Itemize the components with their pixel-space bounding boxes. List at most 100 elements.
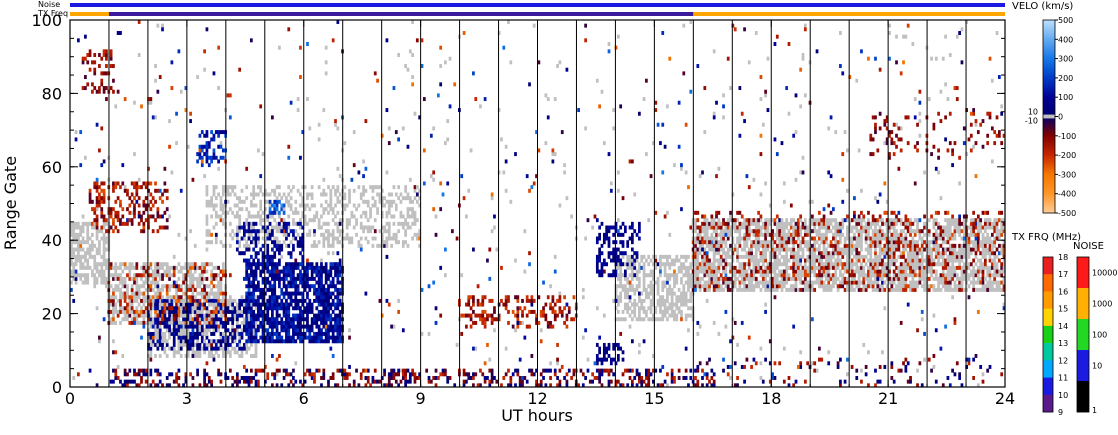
scatter-cell <box>245 317 249 322</box>
scatter-cell <box>885 247 889 252</box>
scatter-cell <box>322 210 326 215</box>
scatter-cell <box>252 225 256 230</box>
scatter-cell <box>371 188 375 193</box>
scatter-cell <box>105 280 108 285</box>
scatter-cell <box>140 306 143 311</box>
scatter-cell <box>156 273 160 278</box>
scatter-cell <box>810 221 814 226</box>
scatter-cell <box>696 254 700 259</box>
scatter-cell <box>303 207 307 212</box>
scatter-cell <box>881 247 884 252</box>
scatter-cell <box>874 218 877 223</box>
scatter-cell <box>329 265 333 270</box>
scatter-cell <box>895 218 898 223</box>
scatter-cell <box>214 284 218 289</box>
scatter-cell <box>913 232 917 237</box>
scatter-cell <box>803 23 807 28</box>
scatter-cell <box>411 236 415 241</box>
scatter-cell <box>684 273 688 278</box>
scatter-cell <box>308 265 312 270</box>
scatter-cell <box>320 214 323 219</box>
scatter-cell <box>273 218 277 223</box>
scatter-cell <box>327 269 330 274</box>
scatter-cell <box>862 276 866 281</box>
scatter-cell <box>892 229 896 234</box>
scatter-cell <box>722 280 725 285</box>
scatter-cell <box>186 265 190 270</box>
scatter-cell <box>698 265 702 270</box>
scatter-cell <box>317 284 321 289</box>
scatter-cell <box>710 225 714 230</box>
scatter-cell <box>841 280 845 285</box>
scatter-cell <box>245 243 249 248</box>
scatter-cell <box>303 221 307 226</box>
scatter-cell <box>406 207 410 212</box>
scatter-cell <box>334 335 337 340</box>
scatter-cell <box>895 247 898 252</box>
scatter-cell <box>675 280 679 285</box>
scatter-cell <box>743 276 746 281</box>
scatter-cell <box>680 280 683 285</box>
scatter-cell <box>165 324 169 329</box>
scatter-cell <box>247 298 251 303</box>
scatter-cell <box>210 331 213 336</box>
scatter-cell <box>130 262 134 267</box>
scatter-cell <box>86 273 90 278</box>
scatter-cell <box>383 203 386 208</box>
scatter-cell <box>273 188 277 193</box>
scatter-cell <box>822 254 826 259</box>
scatter-cell <box>158 295 162 300</box>
scatter-cell <box>623 287 627 292</box>
scatter-cell <box>747 262 751 267</box>
scatter-cell <box>254 313 258 318</box>
scatter-cell <box>626 265 630 270</box>
scatter-cell <box>986 218 990 223</box>
scatter-cell <box>874 221 877 226</box>
scatter-cell <box>661 298 665 303</box>
scatter-cell <box>771 218 774 223</box>
scatter-cell <box>235 342 239 347</box>
scatter-cell <box>128 262 132 267</box>
scatter-cell <box>299 309 302 314</box>
scatter-cell <box>888 31 891 35</box>
scatter-cell <box>193 302 197 307</box>
scatter-cell <box>747 273 751 278</box>
scatter-cell <box>303 273 307 278</box>
scatter-cell <box>303 280 307 285</box>
scatter-cell <box>170 302 174 307</box>
scatter-cell <box>689 298 693 303</box>
scatter-cell <box>317 137 321 142</box>
scatter-cell <box>303 317 307 322</box>
scatter-cell <box>303 324 307 329</box>
scatter-cell <box>191 309 195 314</box>
scatter-cell <box>860 243 863 248</box>
scatter-cell <box>275 240 279 245</box>
scatter-cell <box>299 306 302 311</box>
scatter-cell <box>161 346 164 351</box>
scatter-cell <box>867 247 870 252</box>
scatter-cell <box>848 265 852 270</box>
scatter-cell <box>221 192 225 197</box>
scatter-cell <box>296 262 300 267</box>
scatter-cell <box>841 221 845 226</box>
scatter-cell <box>761 247 765 252</box>
scatter-cell <box>252 240 256 245</box>
scatter-cell <box>694 236 697 241</box>
scatter-cell <box>130 298 134 303</box>
scatter-cell <box>261 192 265 197</box>
scatter-cell <box>619 276 623 281</box>
scatter-cell <box>226 339 230 344</box>
scatter-cell <box>221 353 225 358</box>
scatter-cell <box>892 247 896 252</box>
scatter-cell <box>86 229 90 234</box>
scatter-cell <box>780 247 784 252</box>
scatter-cell <box>920 251 924 256</box>
scatter-cell <box>161 339 164 344</box>
scatter-cell <box>680 166 683 171</box>
scatter-cell <box>962 232 966 237</box>
scatter-cell <box>822 236 826 241</box>
scatter-cell <box>906 225 910 230</box>
scatter-cell <box>652 302 655 307</box>
scatter-cell <box>329 232 333 237</box>
scatter-cell <box>731 221 735 226</box>
